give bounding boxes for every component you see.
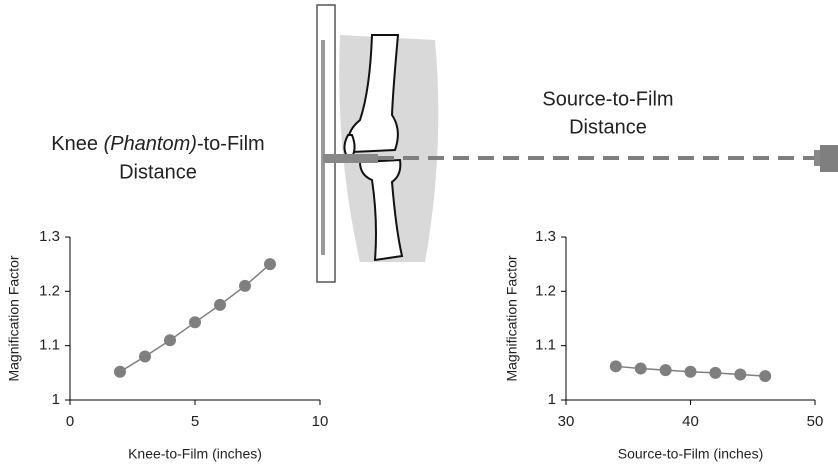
data-point (759, 370, 772, 383)
film-holder (316, 4, 336, 283)
data-point (214, 298, 226, 311)
data-point (709, 366, 722, 379)
data-point (114, 365, 126, 378)
data-point (684, 365, 697, 378)
knee-distance-bar (323, 154, 378, 163)
x-axis-title: Knee-to-Film (inches) (128, 446, 262, 462)
chart: 1 1.1 1.2 1.3 0 5 10 Knee-to-Film (inches) Magni… (6, 228, 329, 462)
source-label-line2: Distance (569, 116, 647, 138)
femur (347, 34, 400, 154)
data-point (139, 350, 151, 363)
knee-label-phantom: (Phantom) (104, 133, 197, 155)
tibia (358, 158, 404, 262)
y-tick-label: 1.1 (535, 337, 556, 354)
data-point (659, 364, 672, 377)
source-label: Source-to-Film (542, 88, 673, 110)
data-point (734, 368, 747, 381)
x-tick-label: 10 (312, 413, 329, 430)
knee-label-rest: -to-Film (197, 133, 265, 155)
chart: 1 1.1 1.2 1.3 30 40 50 Source-to-Film (inches) M… (504, 228, 824, 462)
knee-label-word: Knee (51, 133, 98, 155)
film (321, 40, 325, 255)
knee-label-line2: Distance (119, 161, 197, 183)
y-tick-label: 1.3 (535, 228, 556, 245)
x-axis-title: Source-to-Film (inches) (618, 446, 763, 462)
data-point (264, 258, 276, 271)
knee-label: Knee (Phantom)-to-Film (51, 133, 264, 155)
y-tick-label: 1 (548, 391, 556, 408)
x-tick-label: 40 (682, 413, 699, 430)
y-tick-label: 1.3 (39, 228, 60, 245)
data-point (609, 360, 622, 373)
x-tick-label: 5 (191, 413, 199, 430)
data-point (164, 334, 176, 347)
data-point (239, 279, 251, 292)
y-tick-label: 1.1 (39, 337, 60, 354)
y-axis-title: Magnification Factor (504, 255, 520, 381)
data-point (189, 316, 201, 329)
y-tick-label: 1 (52, 391, 60, 408)
source-neck (814, 150, 820, 166)
x-tick-label: 0 (66, 413, 74, 430)
y-tick-label: 1.2 (39, 282, 60, 299)
x-tick-label: 30 (558, 413, 575, 430)
y-axis-title: Magnification Factor (6, 255, 22, 381)
data-point (634, 362, 647, 375)
source (820, 145, 838, 172)
x-tick-label: 50 (807, 413, 824, 430)
knee-diagram (316, 4, 838, 283)
y-tick-label: 1.2 (535, 282, 556, 299)
